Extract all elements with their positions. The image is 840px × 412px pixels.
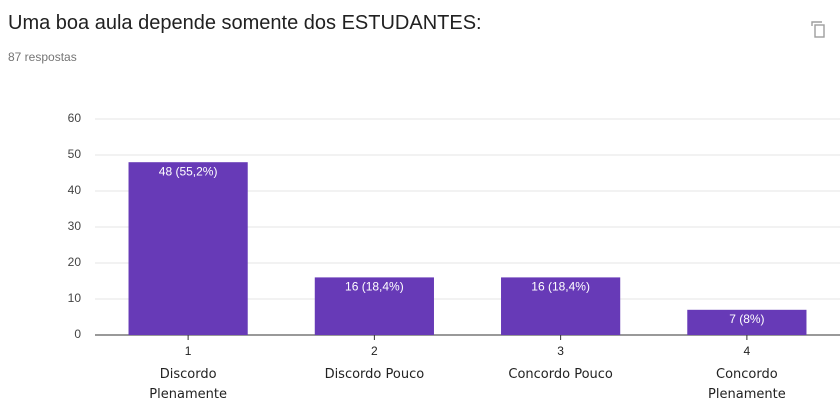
x-tick-label: 3	[557, 344, 564, 358]
x-tick-label: 4	[744, 344, 751, 358]
value-label: 16 (18,4%)	[531, 280, 590, 294]
chart-title: Uma boa aula depende somente dos ESTUDAN…	[8, 12, 482, 34]
y-tick-label: 60	[68, 111, 82, 125]
category-description: Concordo Pouco	[508, 367, 613, 382]
y-tick-label: 50	[68, 147, 82, 161]
category-description: Discordo Plenamente	[149, 367, 227, 402]
bar	[128, 162, 248, 335]
value-label: 16 (18,4%)	[345, 280, 404, 294]
y-tick-label: 10	[68, 291, 82, 305]
copy-icon[interactable]	[811, 21, 825, 38]
bar	[687, 309, 807, 335]
bar	[501, 277, 621, 335]
y-tick-label: 0	[74, 327, 81, 341]
y-tick-label: 20	[68, 255, 82, 269]
value-label: 7 (8%)	[729, 312, 764, 326]
category-description: Discordo Pouco	[324, 367, 425, 382]
value-label: 48 (55,2%)	[159, 164, 218, 178]
chart-subtitle: 87 respostas	[8, 50, 77, 64]
category-description: Concordo Plenamente	[708, 367, 786, 402]
y-tick-label: 30	[68, 219, 82, 233]
x-tick-label: 1	[185, 344, 192, 358]
x-tick-label: 2	[371, 344, 378, 358]
y-tick-label: 40	[68, 183, 82, 197]
bar	[314, 277, 434, 335]
